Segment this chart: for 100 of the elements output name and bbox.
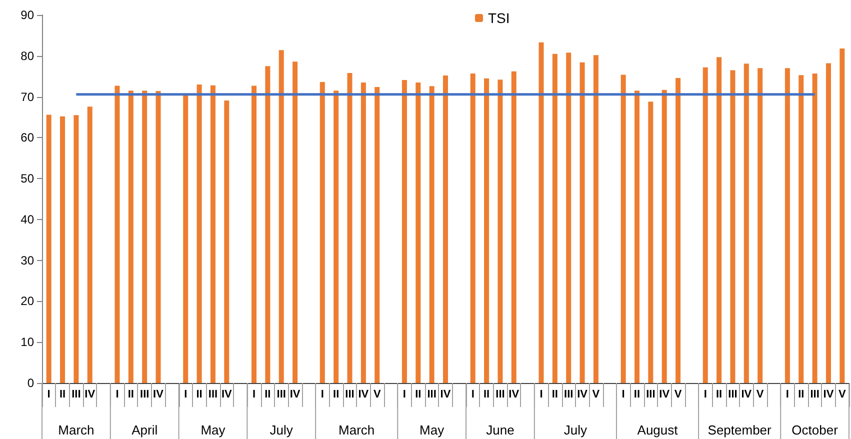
bar (46, 114, 52, 383)
x-tick-label: III (496, 388, 505, 400)
bar (278, 50, 284, 383)
text: July (564, 422, 588, 438)
x-tick-label: I (540, 388, 543, 400)
bar (347, 73, 352, 383)
bar (552, 54, 558, 383)
x-tick-label: I (402, 388, 406, 400)
bar (265, 66, 270, 383)
y-tick-label: 0 (27, 376, 34, 390)
bar (87, 106, 92, 383)
bar (702, 67, 708, 383)
y-tick-label: 20 (20, 294, 34, 308)
y-tick-label: 80 (20, 48, 34, 63)
bar (758, 68, 763, 383)
bar (593, 55, 598, 383)
bar (826, 63, 831, 383)
x-tick-label: II (415, 388, 422, 400)
bar (114, 86, 120, 383)
bar (784, 68, 790, 383)
x-tick-label: III (564, 388, 574, 400)
x-tick-label: I (47, 388, 50, 400)
x-tick-label: II (634, 388, 640, 400)
text: March (338, 422, 375, 438)
x-tick-label: III (345, 388, 354, 400)
x-tick-label: V (838, 388, 846, 400)
bar (798, 75, 804, 383)
bar (538, 42, 544, 383)
x-tick-label: II (716, 388, 722, 400)
x-tick-label: II (264, 388, 271, 400)
x-tick-label: III (728, 388, 738, 400)
bar (334, 90, 339, 383)
text: September (708, 422, 772, 438)
bar (620, 74, 626, 383)
y-tick-label: 50 (20, 172, 34, 186)
legend-label: TSI (488, 10, 510, 26)
bar (812, 73, 818, 383)
x-tick-label: II (798, 388, 804, 400)
x-tick-label: III (646, 388, 656, 400)
bar (634, 90, 640, 383)
text: April (132, 422, 158, 438)
bar (511, 71, 516, 383)
bar (402, 80, 407, 383)
bar (716, 57, 722, 383)
y-tick-label: 90 (20, 8, 34, 22)
bar (183, 95, 188, 383)
bar (416, 82, 421, 383)
x-tick-label: III (427, 388, 436, 400)
text: June (486, 422, 514, 438)
bar (374, 86, 380, 383)
x-tick-label: IV (153, 388, 164, 400)
y-tick-label: 60 (20, 130, 34, 145)
x-tick-label: I (622, 388, 625, 400)
y-tick-label: 40 (20, 212, 34, 226)
bar (484, 78, 490, 383)
x-tick-label: IV (577, 388, 588, 400)
x-tick-label: II (196, 388, 202, 400)
x-tick-label: IV (440, 388, 452, 400)
bar (744, 64, 749, 383)
text: August (637, 422, 678, 438)
x-tick-label: I (786, 388, 789, 400)
x-tick-label: I (252, 388, 256, 400)
bar (676, 78, 681, 383)
bar (74, 115, 79, 383)
x-tick-label: V (592, 388, 600, 400)
x-tick-label: II (552, 388, 558, 400)
bar (292, 62, 298, 383)
x-tick-label: V (373, 388, 382, 400)
x-tick-label: IV (84, 388, 96, 400)
x-tick-label: I (184, 388, 188, 400)
bar (662, 90, 667, 383)
text: May (200, 422, 226, 438)
x-tick-label: III (810, 388, 820, 400)
bar (320, 82, 325, 383)
bar (498, 80, 503, 383)
bar (443, 76, 448, 383)
y-tick-label: 30 (20, 253, 34, 268)
x-tick-label: IV (508, 388, 520, 400)
bar (60, 116, 66, 383)
x-tick-label: IV (221, 388, 233, 400)
x-tick-label: II (59, 388, 66, 400)
y-tick-label: 10 (20, 335, 34, 350)
bar (142, 90, 148, 383)
bar (648, 102, 654, 383)
bar (210, 85, 216, 383)
x-tick-label: V (674, 388, 682, 400)
x-tick-label: IV (290, 388, 301, 400)
bar (196, 84, 202, 383)
bar (224, 100, 230, 383)
x-tick-label: I (704, 388, 707, 400)
x-tick-label: IV (358, 388, 370, 400)
x-tick-label: III (208, 388, 218, 400)
y-tick-label: 70 (20, 90, 34, 104)
bar (840, 48, 845, 383)
x-tick-label: IV (659, 388, 670, 400)
bar (128, 90, 134, 383)
bar (566, 52, 572, 383)
text: July (270, 422, 294, 438)
text: March (58, 422, 94, 438)
x-tick-label: I (320, 388, 324, 400)
